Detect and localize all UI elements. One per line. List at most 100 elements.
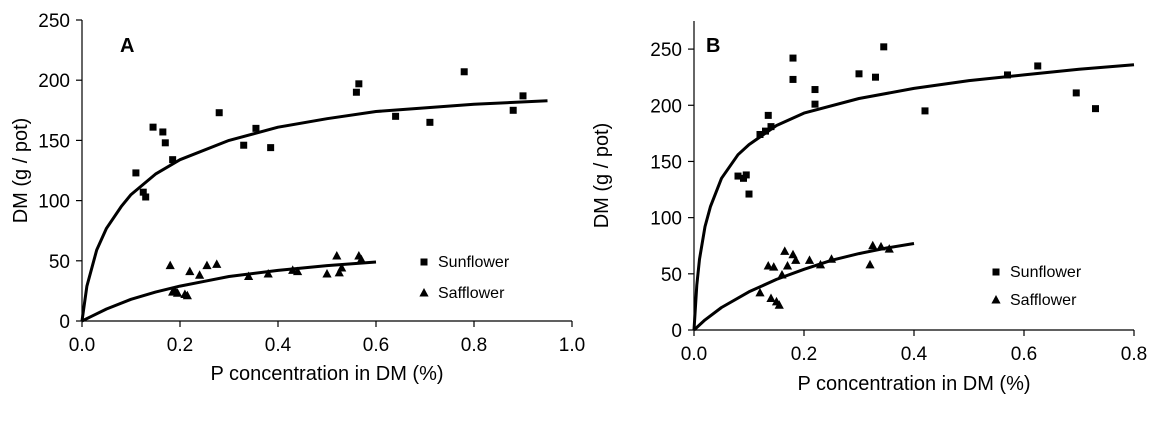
data-point-safflower [202, 260, 212, 270]
data-point-sunflower [460, 68, 468, 76]
y-tick-label: 100 [38, 192, 70, 213]
x-tick-label: 1.0 [559, 335, 585, 356]
x-tick-label: 0.6 [1011, 344, 1037, 365]
data-point-sunflower [745, 190, 753, 198]
data-point-safflower [791, 255, 801, 264]
series-sunflower [692, 43, 1135, 331]
data-point-sunflower [1072, 89, 1080, 97]
series-sunflower [80, 68, 548, 322]
data-point-safflower [782, 260, 793, 270]
data-point-sunflower [1004, 71, 1011, 79]
data-point-safflower [755, 287, 765, 297]
data-point-safflower [769, 262, 779, 271]
data-point-safflower [826, 254, 837, 263]
fit-curve-safflower [692, 242, 915, 332]
data-point-sunflower [767, 123, 775, 131]
data-point-sunflower [392, 112, 400, 120]
y-tick-label: 150 [38, 131, 70, 152]
data-point-sunflower [855, 70, 863, 78]
y-tick-label: 50 [49, 252, 70, 273]
data-point-sunflower [169, 156, 177, 164]
data-point-sunflower [734, 172, 742, 180]
y-tick-label: 150 [650, 152, 682, 173]
series-safflower [692, 240, 915, 332]
data-point-safflower [165, 260, 175, 270]
data-point-sunflower [159, 128, 167, 136]
data-point-sunflower [811, 86, 819, 94]
data-point-safflower [212, 259, 222, 268]
data-point-sunflower [742, 171, 750, 179]
data-point-sunflower [139, 188, 147, 196]
legend-label-sunflower: Sunflower [1010, 264, 1082, 281]
y-tick-label: 50 [661, 265, 682, 286]
data-point-sunflower [215, 109, 223, 117]
y-axis-title: DM (g / pot) [10, 118, 32, 224]
data-point-safflower [293, 266, 303, 276]
data-point-sunflower [872, 73, 879, 81]
data-point-sunflower [161, 139, 169, 147]
fit-curve-sunflower [80, 99, 548, 322]
y-tick-label: 200 [38, 71, 70, 92]
y-tick-label: 0 [59, 312, 70, 333]
data-point-safflower [322, 269, 332, 278]
data-point-safflower [780, 246, 790, 255]
y-tick-label: 250 [650, 40, 682, 61]
x-tick-label: 0.4 [901, 344, 928, 365]
data-point-safflower [185, 266, 195, 276]
data-point-safflower [865, 259, 875, 269]
data-point-sunflower [509, 106, 517, 114]
data-point-sunflower [921, 107, 929, 115]
data-point-safflower [182, 290, 192, 300]
data-point-sunflower [149, 123, 157, 131]
data-point-sunflower [880, 43, 888, 51]
x-axis-title: P concentration in DM (%) [210, 363, 443, 385]
y-axis-title: DM (g / pot) [591, 123, 613, 229]
data-point-safflower [763, 260, 773, 270]
x-tick-label: 0.6 [363, 335, 389, 356]
legend-marker-sunflower [992, 268, 1000, 276]
y-tick-label: 0 [671, 321, 682, 342]
x-tick-label: 0.2 [791, 344, 817, 365]
data-point-sunflower [1034, 62, 1042, 70]
y-tick-label: 200 [650, 96, 682, 117]
data-point-safflower [356, 254, 366, 264]
data-point-sunflower [267, 144, 275, 152]
data-point-safflower [263, 269, 273, 278]
panel-label: B [706, 35, 720, 57]
chart-panel-b: 0 50 100 150 200 250 0.0 0.2 0.4 0.6 0.8 P concentr… [591, 21, 1147, 395]
data-point-safflower [815, 259, 826, 269]
data-point-sunflower [764, 111, 772, 119]
data-point-safflower [337, 263, 347, 272]
data-point-safflower [195, 270, 205, 279]
data-point-safflower [876, 241, 886, 251]
data-point-sunflower [789, 54, 797, 62]
x-tick-label: 0.0 [69, 335, 95, 356]
legend-marker-sunflower [420, 258, 428, 266]
panel-label: A [120, 35, 134, 57]
data-point-safflower [766, 293, 776, 303]
data-point-sunflower [426, 118, 434, 126]
chart-panel-a: 0 50 100 150 200 250 0.0 0.2 0.4 0.6 0.8 1.0 P conce… [10, 11, 585, 385]
data-point-safflower [172, 288, 183, 297]
data-point-sunflower [142, 193, 150, 201]
data-point-safflower [868, 240, 878, 250]
data-point-safflower [332, 250, 342, 260]
x-tick-label: 0.2 [167, 335, 193, 356]
data-point-safflower [334, 267, 344, 277]
data-point-safflower [884, 244, 894, 253]
data-point-sunflower [811, 100, 819, 108]
data-point-safflower [777, 269, 787, 279]
data-point-sunflower [352, 88, 360, 96]
x-axis-title: P concentration in DM (%) [797, 373, 1030, 395]
data-point-sunflower [789, 75, 797, 83]
y-tick-label: 250 [38, 11, 70, 32]
fit-curve-safflower [81, 260, 377, 323]
data-point-safflower [804, 255, 815, 264]
data-point-sunflower [519, 92, 527, 100]
data-point-sunflower [132, 169, 140, 177]
series-safflower [81, 250, 377, 323]
legend-marker-safflower [419, 288, 429, 297]
y-tick-label: 100 [650, 209, 682, 230]
data-point-sunflower [756, 130, 764, 138]
